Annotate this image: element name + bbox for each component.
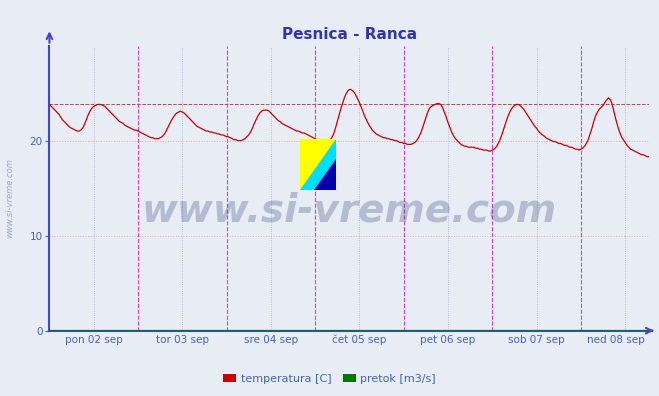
Polygon shape <box>314 159 336 190</box>
Text: www.si-vreme.com: www.si-vreme.com <box>5 158 14 238</box>
Text: www.si-vreme.com: www.si-vreme.com <box>142 192 557 230</box>
Legend: temperatura [C], pretok [m3/s]: temperatura [C], pretok [m3/s] <box>219 369 440 388</box>
Title: Pesnica - Ranca: Pesnica - Ranca <box>281 27 417 42</box>
Polygon shape <box>300 139 336 190</box>
Polygon shape <box>300 139 336 190</box>
